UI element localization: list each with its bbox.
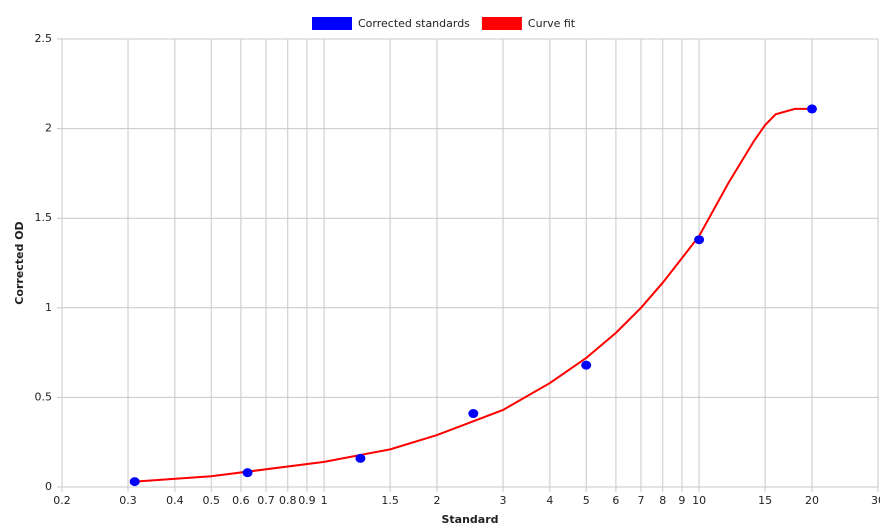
- x-tick-label: 7: [638, 494, 645, 507]
- x-tick-label: 0.7: [257, 494, 275, 507]
- x-tick-label: 0.9: [298, 494, 316, 507]
- data-point: [355, 453, 366, 463]
- x-tick-label: 20: [805, 494, 819, 507]
- y-axis-label: Corrected OD: [13, 221, 26, 304]
- x-tick-label: 5: [583, 494, 590, 507]
- y-tick-label: 0: [45, 480, 52, 493]
- data-point: [694, 235, 705, 245]
- y-tick-label: 1.5: [35, 211, 53, 224]
- x-tick-label: 0.4: [166, 494, 184, 507]
- data-point: [129, 477, 140, 487]
- x-tick-label: 0.6: [232, 494, 250, 507]
- y-tick-label: 1: [45, 301, 52, 314]
- data-point: [806, 104, 817, 114]
- data-point: [581, 360, 592, 370]
- x-tick-label: 10: [692, 494, 706, 507]
- x-tick-label: 0.5: [202, 494, 220, 507]
- x-tick-label: 6: [612, 494, 619, 507]
- y-tick-label: 2: [45, 122, 52, 135]
- x-tick-label: 3: [500, 494, 507, 507]
- legend-swatch: [312, 17, 352, 30]
- legend-label: Corrected standards: [358, 17, 470, 30]
- x-tick-label: 4: [546, 494, 553, 507]
- x-tick-label: 15: [758, 494, 772, 507]
- legend-swatch: [481, 17, 522, 30]
- x-tick-label: 8: [659, 494, 666, 507]
- x-tick-label: 30: [871, 494, 880, 507]
- x-tick-label: 9: [678, 494, 685, 507]
- x-tick-label: 0.2: [53, 494, 71, 507]
- x-axis-label: Standard: [441, 513, 498, 526]
- curve-fit-line: [134, 107, 812, 483]
- legend-label: Curve fit: [528, 17, 576, 30]
- data-point: [242, 468, 253, 478]
- x-tick-label: 0.3: [119, 494, 137, 507]
- x-tick-label: 1.5: [381, 494, 399, 507]
- y-tick-label: 0.5: [35, 390, 53, 403]
- x-tick-label: 2: [433, 494, 440, 507]
- x-tick-label: 0.8: [279, 494, 297, 507]
- data-point: [468, 409, 479, 419]
- x-tick-label: 1: [321, 494, 328, 507]
- y-tick-label: 2.5: [35, 32, 53, 45]
